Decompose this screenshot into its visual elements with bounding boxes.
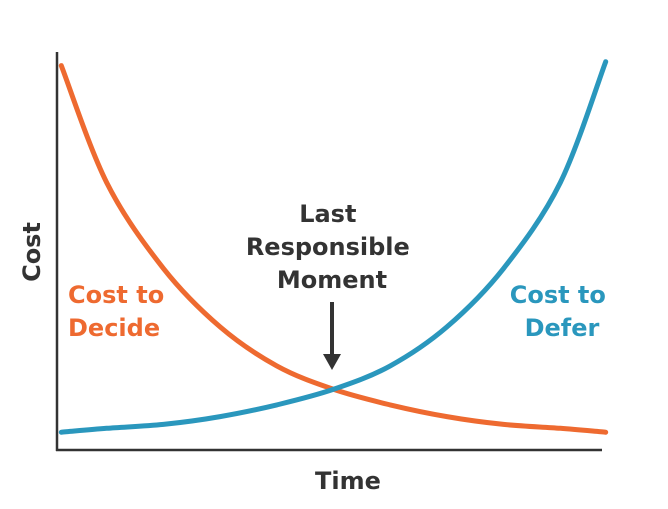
series-cost-to-defer-line xyxy=(58,59,609,435)
last-responsible-moment-label: Last Responsible Moment xyxy=(246,200,418,294)
series-group xyxy=(58,59,609,435)
x-axis-title: Time xyxy=(315,467,381,495)
cost-to-decide-label: Cost to Decide xyxy=(68,281,173,342)
cost-to-defer-label: Cost to Defer xyxy=(510,281,615,342)
last-responsible-moment-arrow xyxy=(323,302,341,370)
y-axis-title: Cost xyxy=(18,222,46,282)
series-cost-to-decide-line xyxy=(58,63,609,435)
